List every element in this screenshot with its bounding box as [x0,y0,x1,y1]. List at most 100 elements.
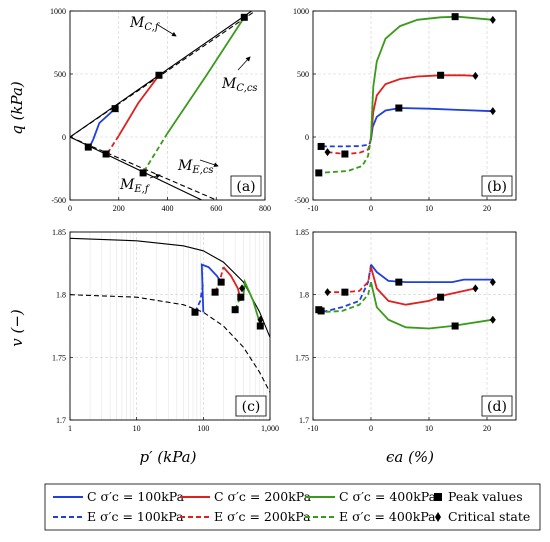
panel-c: 1 10 100 1,000 1.7 1.75 1.8 1.85 (c) [52,228,279,433]
plot-area-a [70,11,256,200]
y-tick-label: 1.85 [52,228,66,237]
series-line [142,132,169,174]
x-tick-label: 0 [369,424,373,433]
legend-label: Peak values [448,489,523,504]
critical-state-marker [324,148,331,157]
peak-value-marker [231,306,239,314]
peak-value-marker [237,293,245,301]
y-tick-label: 0 [62,133,66,142]
x-tick-label: 0 [68,204,72,213]
peak-value-marker [451,322,459,330]
critical-state-marker [489,107,496,116]
panel-label-box [235,395,267,417]
panel-label: (b) [487,179,507,195]
panel-d-xlabel: ϵa (%) [386,448,434,466]
peak-value-marker [317,142,325,150]
legend-box [44,483,541,531]
annotation-mef-arrow [149,173,161,179]
x-tick-label: 600 [210,204,222,213]
peak-value-marker [315,306,323,314]
plot-frame [312,10,517,201]
peak-value-marker [256,322,264,330]
critical-state-marker [489,315,496,324]
series-line [327,138,372,155]
series-line [92,108,116,140]
peak-value-marker [437,71,445,79]
annotation-mccs-arrow [237,56,251,71]
legend-label: C σ′c = 400kPa [339,489,437,504]
series-line [370,107,493,140]
y-tick-label: 1.75 [52,353,66,362]
critical-state-marker [489,15,496,24]
legend-diamond-marker [435,512,441,522]
x-tick-label: -10 [308,424,319,433]
y-tick-label: 1.7 [299,416,309,425]
critical-state-marker [324,288,331,297]
peak-value-marker [191,308,199,316]
panel-label: (a) [236,179,255,195]
plot-area-c [70,237,270,393]
y-tick-label: 1000 [50,7,66,16]
series-line [321,264,372,314]
legend-label: Critical state [448,509,530,524]
peak-value-marker [211,288,219,296]
x-tick-label: 800 [259,204,271,213]
annotation-mcf: MC,f [129,15,161,33]
panel-c-xlabel: p′ (kPa) [140,448,197,466]
series-line [318,281,372,314]
reference-line [70,294,270,393]
annotation-mef: ME,f [119,177,151,195]
y-tick-label: -500 [294,196,309,205]
critical-state-marker [472,71,479,80]
series-line [200,263,222,313]
series-line [321,139,372,148]
y-tick-label: 500 [297,70,309,79]
panel-label-box [481,395,513,417]
plot-frame [312,231,517,421]
peak-value-marker [395,278,403,286]
peak-value-marker [102,150,110,158]
y-tick-label: 1000 [293,7,309,16]
critical-state-marker [257,315,264,324]
panel-label-box [481,175,513,197]
x-tick-label: 1,000 [261,424,279,433]
x-tick-label: -10 [308,204,319,213]
series-line [327,266,372,294]
reference-line [70,136,217,200]
peak-value-marker [240,13,248,21]
x-tick-label: 10 [133,424,141,433]
panel-label: (d) [487,399,507,415]
panel-d: -10 0 10 20 1.7 1.75 1.8 1.85 (d) [295,228,517,433]
reference-line [70,136,202,200]
x-tick-label: 0 [369,204,373,213]
legend-label: C σ′c = 100kPa [87,489,185,504]
plot-area-d [318,264,493,330]
series-line [370,264,493,283]
peak-value-marker [395,104,403,112]
peak-value-marker [139,169,147,177]
y-tick-label: 500 [54,70,66,79]
reference-line [70,237,270,338]
legend-label: E σ′c = 400kPa [339,509,436,524]
peak-value-marker [315,169,323,177]
peak-value-marker [341,150,349,158]
y-tick-label: 1.85 [295,228,309,237]
plot-frame [69,231,271,421]
panel-c-ylabel: v (−) [8,309,26,347]
peak-value-marker [155,71,163,79]
x-tick-label: 20 [483,424,491,433]
peak-value-marker [341,288,349,296]
series-line [370,74,476,139]
peak-value-marker [451,13,459,21]
series-line [118,74,160,137]
x-tick-label: 200 [113,204,125,213]
x-tick-label: 1 [68,424,72,433]
critical-state-marker [489,278,496,287]
panel-b: -10 0 10 20 -500 0 500 1000 (b) [293,7,517,213]
peak-value-marker [111,105,119,113]
series-line [242,278,262,325]
y-tick-label: 0 [305,133,309,142]
series-line [166,16,246,134]
